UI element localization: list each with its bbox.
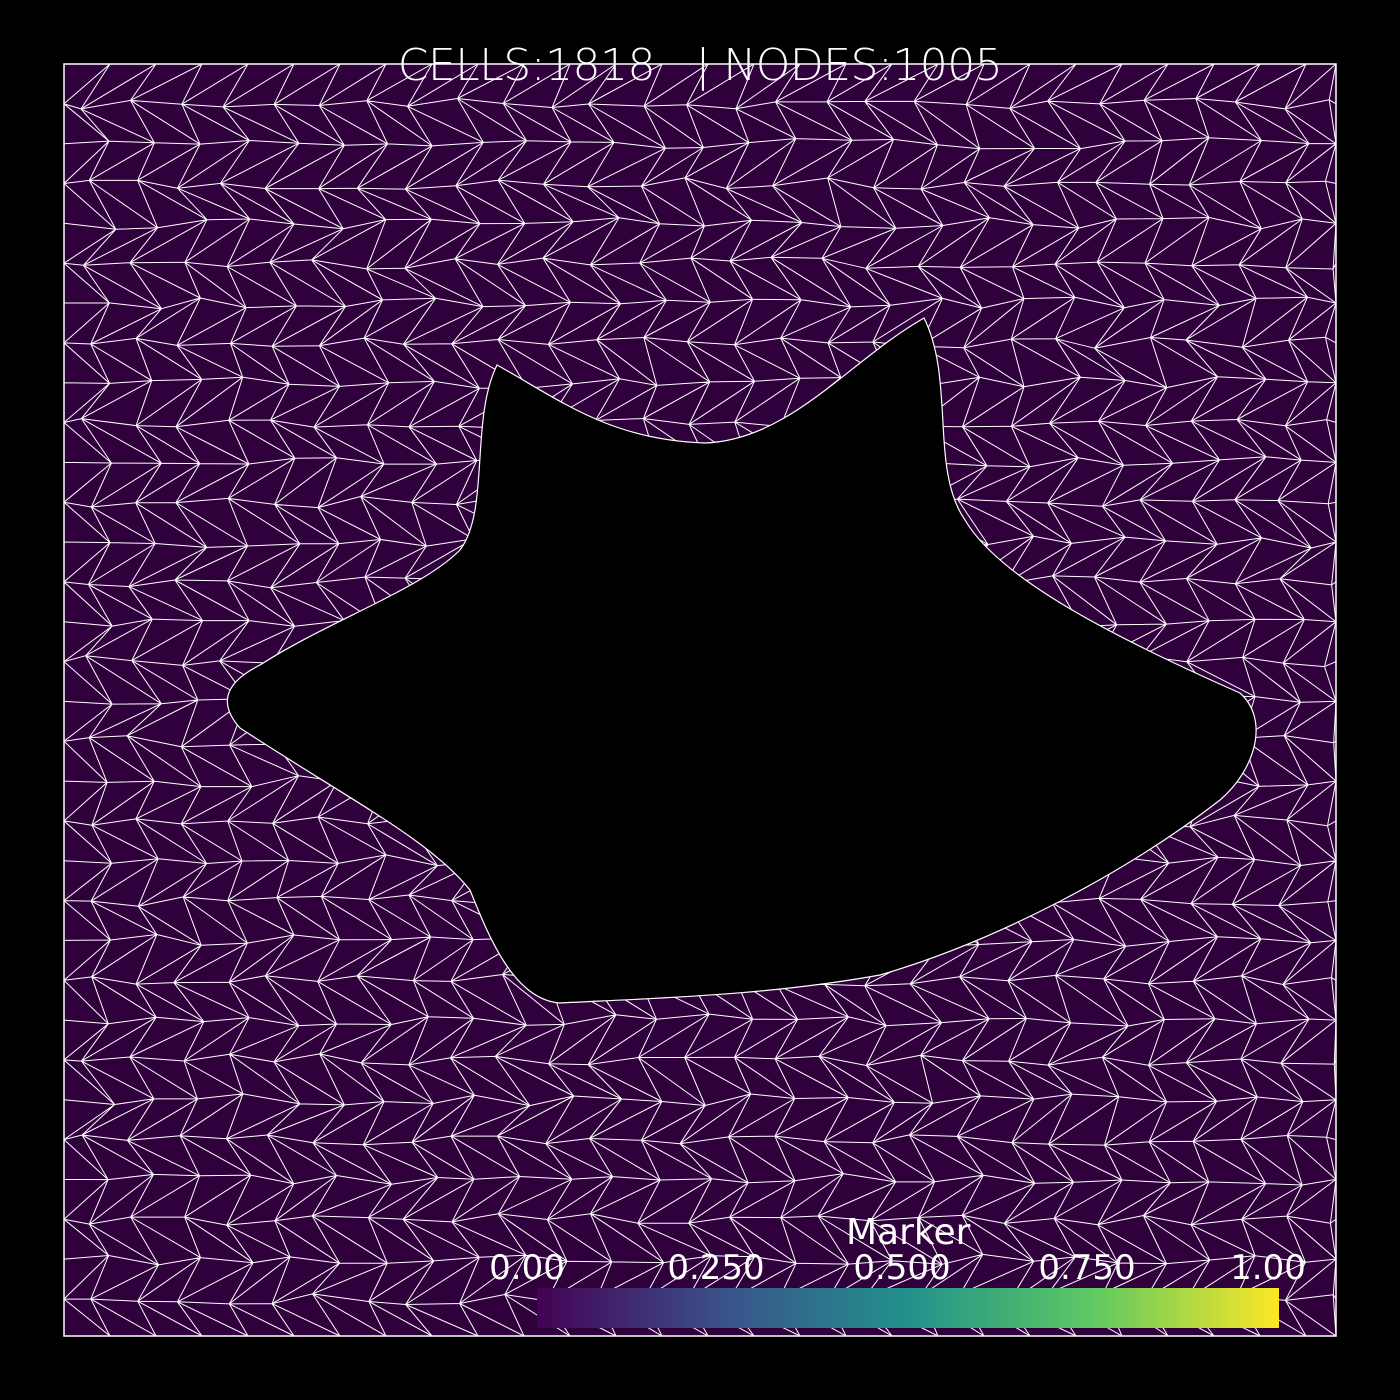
colorbar-gradient	[537, 1288, 1279, 1328]
colorbar-title: Marker	[846, 1212, 971, 1253]
nodes-label: NODES:	[723, 40, 893, 91]
title-separator: |	[695, 40, 710, 91]
nodes-value: 1005	[892, 40, 1003, 91]
cells-label: CELLS:	[397, 40, 546, 91]
mesh-boundary	[63, 63, 1337, 1337]
cells-value: 1818	[545, 40, 656, 91]
colorbar-tick-1: 0.250	[667, 1248, 765, 1288]
colorbar-tick-0: 0.00	[489, 1248, 565, 1288]
colorbar-tick-2: 0.500	[853, 1248, 951, 1288]
mesh-stats-title: CELLS:1818 | NODES:1005	[0, 40, 1400, 91]
colorbar-tick-3: 0.750	[1038, 1248, 1136, 1288]
colorbar-tick-4: 1.00	[1230, 1248, 1306, 1288]
star-shaped-hole	[227, 317, 1257, 1004]
